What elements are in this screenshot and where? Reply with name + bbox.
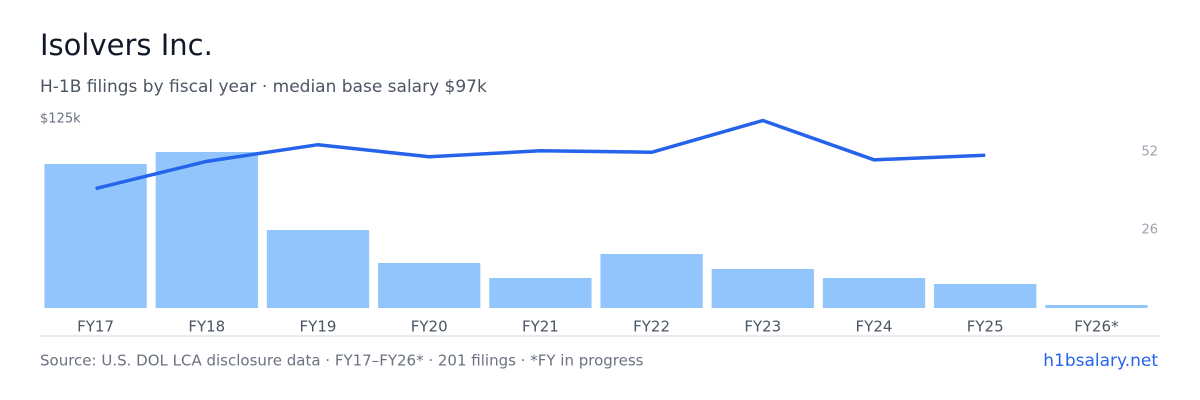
x-tick-label: FY23 [744, 318, 781, 336]
x-tick-label: FY18 [188, 318, 225, 336]
x-tick-label: FY24 [856, 318, 893, 336]
footer: Source: U.S. DOL LCA disclosure data · F… [40, 352, 644, 370]
x-tick-label: FY21 [522, 318, 559, 336]
bar [44, 164, 147, 308]
bar [1045, 305, 1148, 308]
x-tick-label: FY26* [1074, 318, 1119, 336]
x-tick-label: FY25 [967, 318, 1004, 336]
line [95, 118, 986, 191]
bar [600, 254, 703, 308]
x-tick-label: FY20 [411, 318, 448, 336]
x-tick-label: FY17 [77, 318, 114, 336]
bar [378, 263, 481, 308]
y2-tick-label: 26 [1141, 223, 1158, 238]
x-tick-label: FY22 [633, 318, 670, 336]
bar [489, 278, 592, 308]
x-tick-label: FY19 [300, 318, 337, 336]
y-tick-label: $125k [40, 112, 81, 127]
chart-subtitle: H-1B filings by fiscal year · median bas… [40, 77, 487, 97]
bar [266, 230, 370, 308]
bar [711, 269, 814, 308]
chart-title: Isolvers Inc. [40, 28, 213, 62]
bar [822, 278, 926, 308]
y2-tick-label: 52 [1141, 145, 1158, 160]
brand-link[interactable]: h1bsalary.net [1043, 351, 1158, 371]
bar [155, 152, 258, 308]
bar [934, 284, 1037, 308]
